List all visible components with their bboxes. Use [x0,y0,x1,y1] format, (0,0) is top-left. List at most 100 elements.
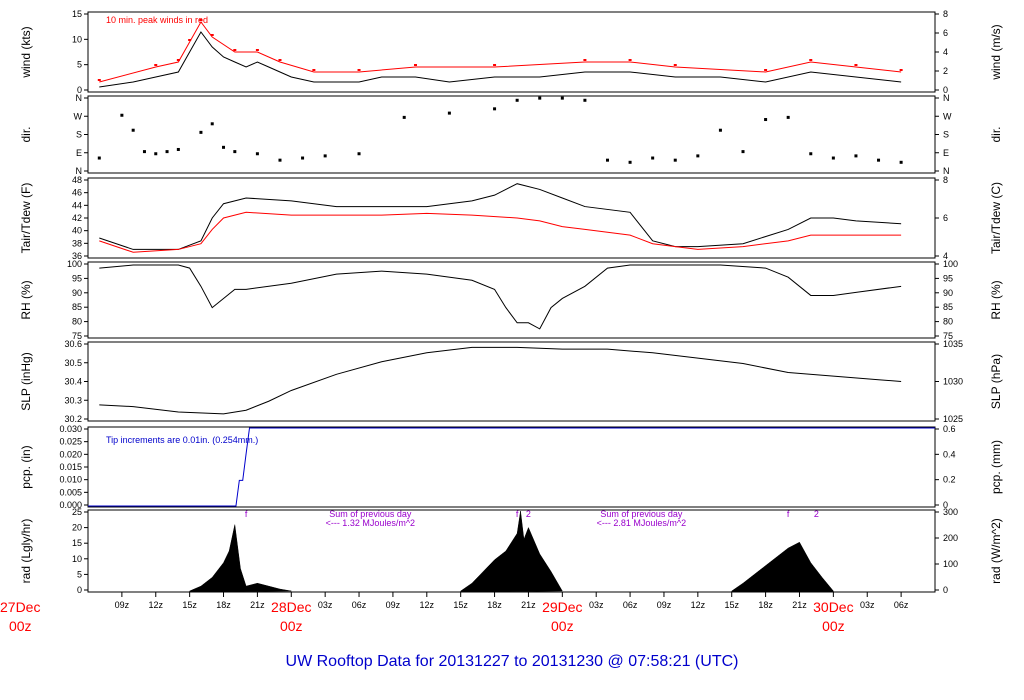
left-tick-label: 0.005 [59,487,82,497]
panel-pcp: 0.000 0.005 0.010 0.015 0.020 0.025 0.030 0 0.2 0… [19,424,1003,510]
left-tick-label: 85 [72,302,82,312]
left-tick-label: 100 [67,259,82,269]
x-tick-label: 15z [453,600,468,610]
rad-annotation: f [787,509,790,519]
peak-mark [278,59,282,61]
left-tick-label: 30.4 [64,377,82,387]
left-tick-label: 20 [72,523,82,533]
series-Tdew [99,211,902,253]
dir-point [323,154,327,158]
peak-mark [583,59,587,61]
dir-point [301,156,305,160]
left-tick-label: 5 [77,569,82,579]
x-tick-label: 18z [216,600,231,610]
left-tick-label: W [74,111,83,121]
rad-annotation: Sum of previous day [600,509,683,519]
dir-point [877,158,881,162]
dir-point [97,156,101,160]
right-tick-label: S [943,130,949,140]
right-tick-label: 85 [943,302,953,312]
left-tick-label: 0.010 [59,475,82,485]
rad-annotation: <--- 2.81 MJoules/m^2 [597,518,687,528]
y-axis-label-right: Tair/Tdew (C) [989,182,1003,254]
series-wind [99,31,902,88]
x-tick-label: 21z [250,600,265,610]
x-tick-label: 12z [420,600,435,610]
left-tick-label: 15 [72,538,82,548]
right-tick-label: 75 [943,331,953,341]
left-tick-label: E [76,148,82,158]
peak-mark [255,49,259,51]
panel-wind: 0 5 10 15 0 2 4 6 8 wind (kts) wind (m/s) 10 min. p… [19,9,1003,95]
left-tick-label: N [76,166,83,176]
dir-point [560,96,564,100]
right-tick-label: 6 [943,28,948,38]
left-tick-label: N [76,93,83,103]
left-tick-label: 30.6 [64,339,82,349]
rad-annotation: f [245,509,248,519]
y-axis-label-right: rad (W/m^2) [989,518,1003,584]
x-axis: 09z 12z 15z 18z 21z 03z 06z 09z 12z 15z 18z 21z 03z 0… [0,592,909,634]
left-tick-label: 5 [77,60,82,70]
right-tick-label: N [943,166,950,176]
right-tick-label: 0 [943,500,948,510]
left-tick-label: 75 [72,331,82,341]
left-tick-label: 10 [72,34,82,44]
right-tick-label: 100 [943,259,958,269]
left-tick-label: 30.3 [64,395,82,405]
left-tick-label: 48 [72,175,82,185]
panel-frame [87,261,936,339]
peak-mark [899,69,903,71]
dir-point [899,160,903,164]
left-tick-label: 15 [72,9,82,19]
peak-mark [854,64,858,66]
panel-annotation: 10 min. peak winds in red [106,15,208,25]
x-tick-label: 21z [792,600,807,610]
right-tick-label: 4 [943,47,948,57]
y-axis-label-right: pcp. (mm) [989,440,1003,494]
x-tick-label: 18z [758,600,773,610]
chart-title: UW Rooftop Data for 20131227 to 20131230… [286,653,739,670]
dir-point [583,98,587,102]
y-axis-label-left: pcp. (in) [19,445,33,488]
series-Tair [99,183,902,250]
right-tick-label: 90 [943,288,953,298]
x-tick-label: 15z [724,600,739,610]
y-axis-label-right: wind (m/s) [989,24,1003,80]
series-precip [88,427,935,507]
dir-point [210,122,214,126]
day-time-label: 00z [551,618,574,634]
panel-frame [87,509,936,593]
x-tick-label: 06z [894,600,909,610]
dir-point [493,107,497,111]
dir-point [718,128,722,132]
dir-point [673,158,677,162]
right-tick-label: 95 [943,273,953,283]
left-tick-label: 0.015 [59,462,82,472]
right-tick-label: 4 [943,251,948,261]
right-tick-label: 0 [943,585,948,595]
peak-mark [312,69,316,71]
day-time-label: 00z [822,618,845,634]
panel-frame [87,11,936,93]
dir-point [402,115,406,119]
dir-point [628,160,632,164]
day-time-label: 00z [280,618,303,634]
dir-point [515,98,519,102]
rad-annotation: Sum of previous day [329,509,412,519]
peak-mark [764,69,768,71]
dir-point [538,96,542,100]
x-tick-label: 06z [352,600,367,610]
series-SLP [99,346,902,415]
x-tick-label: 03z [860,600,875,610]
peak-mark [357,69,361,71]
x-tick-label: 09z [386,600,401,610]
right-tick-label: E [943,148,949,158]
x-tick-label: 03z [318,600,333,610]
x-tick-label: 09z [657,600,672,610]
left-tick-label: 0.000 [59,500,82,510]
dir-point [357,152,361,156]
